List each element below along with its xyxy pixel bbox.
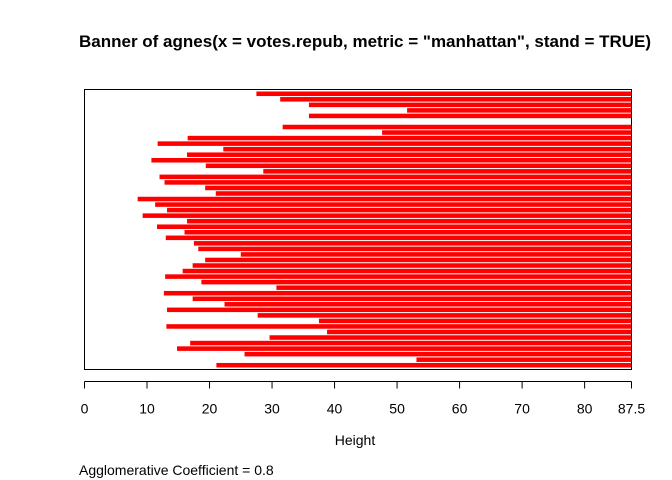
banner-bar: [142, 213, 632, 218]
banner-bar: [177, 346, 632, 351]
banner-bar: [407, 108, 632, 113]
x-tick-label: 87.5: [618, 401, 645, 417]
banner-bar: [240, 252, 632, 257]
banner-bar: [155, 202, 632, 207]
banner-bar: [205, 185, 632, 191]
banner-bar: [157, 224, 632, 229]
x-tick-label: 60: [452, 401, 468, 417]
banner-bar: [256, 91, 632, 97]
banner-bar: [165, 274, 632, 279]
banner-bar: [205, 163, 632, 169]
x-tick-label: 70: [514, 401, 530, 417]
x-axis-label: Height: [335, 432, 376, 448]
banner-bar: [187, 152, 632, 157]
banner-bar: [187, 135, 632, 141]
banner-bar: [184, 230, 632, 235]
banner-bar: [187, 218, 632, 224]
banner-bar: [193, 241, 632, 246]
x-tick-label: 80: [577, 401, 593, 417]
banner-bar: [318, 318, 632, 324]
banner-bar: [205, 257, 632, 263]
banner-bar: [165, 235, 632, 241]
banner-bar: [216, 362, 632, 368]
banner-bar: [269, 335, 632, 340]
banner-bar: [280, 97, 632, 102]
banner-bar: [151, 157, 632, 163]
plot-frame: [84, 89, 632, 370]
x-tick-label: 50: [389, 401, 405, 417]
banner-bar: [223, 146, 632, 152]
banner-bar: [157, 141, 632, 146]
x-tick-label: 20: [202, 401, 218, 417]
x-tick-label: 0: [81, 401, 89, 417]
x-tick-label: 40: [327, 401, 343, 417]
banner-bar: [164, 180, 632, 185]
banner-bar: [382, 130, 632, 135]
banner-bar: [244, 351, 632, 357]
banner-bar: [166, 324, 632, 329]
banner-bar: [201, 279, 632, 285]
banner-bar: [167, 207, 632, 213]
banner-bar: [224, 302, 632, 307]
agglomerative-coefficient: Agglomerative Coefficient = 0.8: [79, 462, 274, 478]
x-tick-label: 30: [264, 401, 280, 417]
banner-bars: [137, 91, 632, 368]
banner-bar: [263, 169, 632, 174]
banner-bar: [137, 196, 632, 202]
x-tick-label: 10: [139, 401, 155, 417]
banner-bar: [182, 268, 632, 274]
banner-bar: [215, 191, 632, 196]
banner-bar: [276, 285, 632, 290]
banner-bar: [167, 307, 632, 313]
banner-bar: [192, 296, 632, 302]
banner-bar: [416, 357, 632, 362]
x-axis: 0 10 20 30 40 50 60 70 80 87.5: [81, 381, 645, 417]
banner-bar: [159, 174, 632, 180]
banner-bar: [192, 263, 632, 268]
banner-bar: [327, 329, 632, 335]
chart-title: Banner of agnes(x = votes.repub, metric …: [79, 32, 651, 51]
banner-bar: [308, 102, 632, 108]
banner-bar: [198, 246, 632, 252]
banner-bar: [257, 313, 632, 318]
banner-bar: [308, 113, 632, 119]
banner-bar: [190, 340, 632, 346]
banner-bar: [163, 290, 632, 296]
banner-bar: [282, 124, 632, 130]
